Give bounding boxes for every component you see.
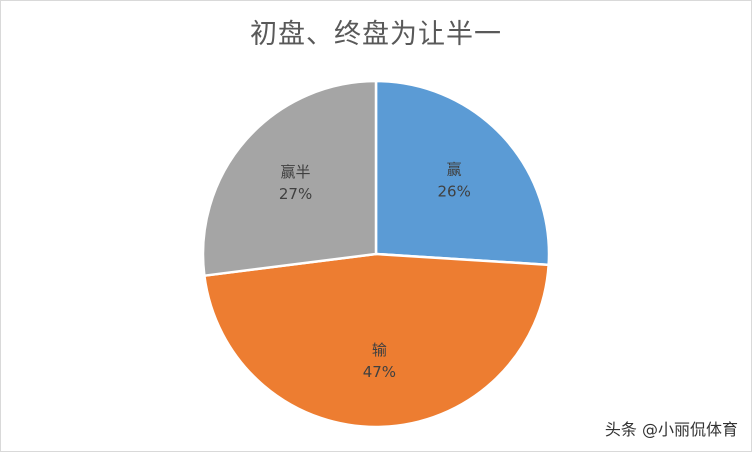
- slice-category-label: 赢半: [281, 163, 311, 181]
- slice-percent-label: 27%: [279, 185, 312, 203]
- slice-category-label: 赢: [447, 161, 462, 179]
- slice-percent-label: 26%: [438, 183, 471, 201]
- pie-slice-1: [374, 79, 551, 267]
- slice-percent-label: 47%: [363, 363, 396, 381]
- pie-slice-3: [201, 79, 378, 277]
- pie-slices: [201, 79, 551, 429]
- pie-labels: 赢 26% 输 47% 赢半 27%: [279, 161, 471, 382]
- slice-category-label: 输: [372, 341, 387, 359]
- watermark-text: 头条 @小丽侃体育: [604, 420, 738, 439]
- chart-title: 初盘、终盘为让半一: [250, 19, 502, 50]
- pie-slice-2: [203, 252, 550, 429]
